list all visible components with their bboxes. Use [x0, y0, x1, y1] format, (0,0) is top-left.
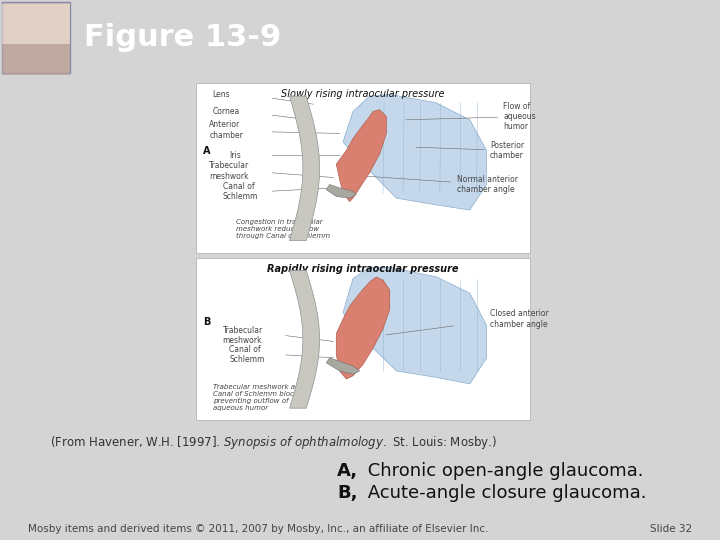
- FancyBboxPatch shape: [196, 258, 530, 420]
- Text: Mosby items and derived items © 2011, 2007 by Mosby, Inc., an affiliate of Elsev: Mosby items and derived items © 2011, 20…: [28, 524, 488, 534]
- Polygon shape: [289, 96, 320, 241]
- Text: Trabecular
meshwork: Trabecular meshwork: [222, 326, 263, 345]
- Polygon shape: [336, 110, 387, 201]
- Text: Posterior
chamber: Posterior chamber: [416, 141, 524, 160]
- Text: Closed anterior
chamber angle: Closed anterior chamber angle: [490, 309, 549, 329]
- Polygon shape: [289, 271, 320, 408]
- FancyBboxPatch shape: [2, 4, 70, 44]
- Text: Chronic open-angle glaucoma.: Chronic open-angle glaucoma.: [362, 462, 644, 480]
- Polygon shape: [336, 277, 390, 379]
- Text: A: A: [203, 145, 210, 156]
- Text: Rapidly rising intraocular pressure: Rapidly rising intraocular pressure: [267, 264, 459, 274]
- Polygon shape: [326, 358, 360, 374]
- Text: Canal of
Schlemm: Canal of Schlemm: [222, 181, 258, 201]
- Text: (From Havener, W.H. [1997]. $\mathit{Synopsis\ of\ ophthalmology.}$ St. Louis: M: (From Havener, W.H. [1997]. $\mathit{Syn…: [50, 434, 497, 450]
- Text: Flow of
aqueous
humor: Flow of aqueous humor: [406, 102, 536, 131]
- Text: Congestion in trabecular
meshwork reduces flow
through Canal of Schlemm: Congestion in trabecular meshwork reduce…: [236, 219, 330, 239]
- FancyBboxPatch shape: [2, 2, 70, 72]
- Text: Iris: Iris: [230, 151, 241, 160]
- Polygon shape: [326, 185, 356, 198]
- Text: B,: B,: [338, 483, 358, 502]
- Text: Figure 13-9: Figure 13-9: [84, 23, 282, 52]
- Polygon shape: [343, 94, 487, 210]
- Text: Normal anterior
chamber angle: Normal anterior chamber angle: [366, 175, 518, 194]
- Text: Trabecular meshwork and
Canal of Schlemm blocked,
preventing outflow of
aqueous : Trabecular meshwork and Canal of Schlemm…: [212, 384, 309, 411]
- Text: Lens: Lens: [212, 90, 230, 99]
- Text: B: B: [203, 318, 210, 327]
- Text: Canal of
Schlemm: Canal of Schlemm: [230, 345, 265, 364]
- Text: Slide 32: Slide 32: [650, 524, 692, 534]
- Text: A,: A,: [337, 462, 358, 480]
- FancyBboxPatch shape: [196, 83, 530, 253]
- Text: Slowly rising intraocular pressure: Slowly rising intraocular pressure: [282, 89, 445, 99]
- Polygon shape: [343, 267, 487, 384]
- Text: Cornea: Cornea: [212, 107, 240, 116]
- FancyBboxPatch shape: [2, 44, 70, 75]
- Text: Trabecular
meshwork: Trabecular meshwork: [210, 161, 250, 180]
- Text: Acute-angle closure glaucoma.: Acute-angle closure glaucoma.: [362, 483, 647, 502]
- Text: Anterior
chamber: Anterior chamber: [210, 120, 243, 140]
